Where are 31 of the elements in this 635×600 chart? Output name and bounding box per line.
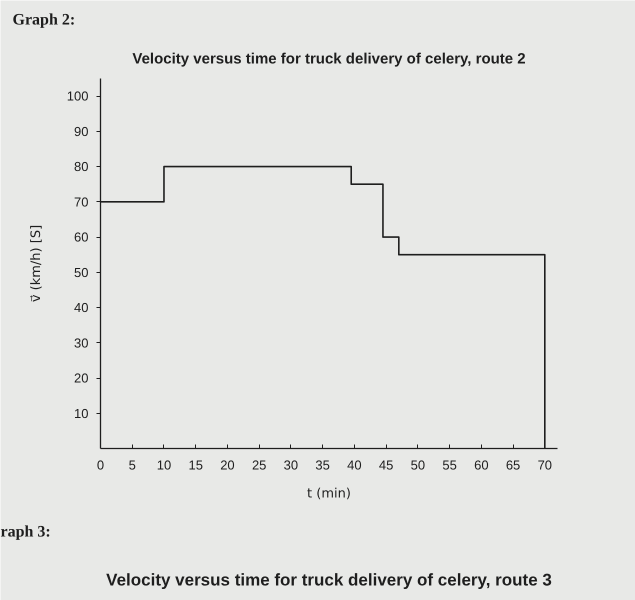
caption: Graph 2: <box>12 12 76 28</box>
x-tick-label: 50 <box>410 458 426 472</box>
y-tick-label: 90 <box>74 124 89 139</box>
y-tick-label: 20 <box>74 370 89 386</box>
x-tick-label: 30 <box>284 458 298 472</box>
text: raph 3: <box>0 524 51 540</box>
x-tick-label: 35 <box>315 458 330 472</box>
y-tick-label: 60 <box>74 230 89 245</box>
x-tick-label: 70 <box>538 458 552 472</box>
y-axis-title: v⃗ (km/h) [S] <box>28 224 44 302</box>
x-tick-label: 5 <box>128 458 136 472</box>
y-tick-label: 30 <box>74 335 89 350</box>
y-tick-label: 80 <box>74 159 89 174</box>
x-tick-label: 55 <box>442 458 457 472</box>
y-tick-label: 70 <box>74 194 89 210</box>
x-tick-label: 10 <box>156 458 172 472</box>
y-tick-label: 10 <box>74 406 89 421</box>
x-axis-title: t (min) <box>307 486 351 502</box>
y-tick-label: 100 <box>66 88 89 104</box>
y-tick-label: 40 <box>74 300 89 316</box>
x-tick-label: 40 <box>347 458 362 472</box>
x-tick-label: 45 <box>378 458 394 472</box>
x-tick-label: 25 <box>252 458 266 472</box>
x-tick-label: 0 <box>96 458 104 472</box>
x-tick-label: 20 <box>220 458 235 472</box>
x-tick-label: 60 <box>474 458 489 472</box>
chart-title: Velocity versus time for truck delivery of celery, route 2 <box>132 50 526 68</box>
x-tick-label: 65 <box>506 458 520 472</box>
text: Velocity versus time for truck delivery of celery, route 3 <box>106 570 552 590</box>
y-tick-label: 50 <box>74 264 89 280</box>
x-tick-label: 15 <box>188 458 203 472</box>
